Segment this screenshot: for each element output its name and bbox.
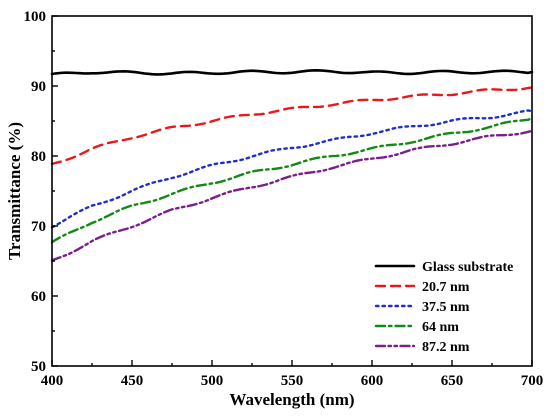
series-line-3 — [50, 109, 534, 229]
y-tick-label: 50 — [31, 359, 46, 375]
y-tick-label: 100 — [24, 9, 47, 25]
y-tick-label: 80 — [31, 149, 46, 165]
x-tick-label: 600 — [361, 373, 384, 389]
legend-label-4: 64 nm — [422, 320, 459, 335]
x-tick-label: 500 — [201, 373, 224, 389]
x-tick-label: 550 — [281, 373, 304, 389]
series-line-2 — [50, 86, 534, 166]
x-tick-label: 400 — [41, 373, 64, 389]
series-line-4 — [50, 116, 534, 244]
x-tick-label: 450 — [121, 373, 144, 389]
legend-label-2: 20.7 nm — [422, 280, 470, 295]
x-tick-label: 700 — [521, 373, 544, 389]
x-tick-label: 650 — [441, 373, 464, 389]
y-tick-label: 90 — [31, 79, 46, 95]
legend-label-5: 87.2 nm — [422, 340, 470, 355]
legend: Glass substrate 20.7 nm 37.5 nm 64 nm 87.2 n… — [374, 260, 513, 355]
legend-label-3: 37.5 nm — [422, 300, 470, 315]
y-tick-label: 60 — [31, 289, 46, 305]
series-layer — [50, 68, 534, 262]
legend-label-1: Glass substrate — [422, 260, 513, 275]
ticks-layer: 400 450 500 550 600 650 700 50 60 70 80 90 100 — [24, 9, 544, 389]
series-line-1 — [50, 68, 534, 76]
series-line-5 — [50, 129, 534, 262]
y-axis-title: Transmittance (%) — [5, 122, 24, 260]
x-axis-title: Wavelength (nm) — [229, 390, 354, 409]
y-tick-label: 70 — [31, 219, 46, 235]
